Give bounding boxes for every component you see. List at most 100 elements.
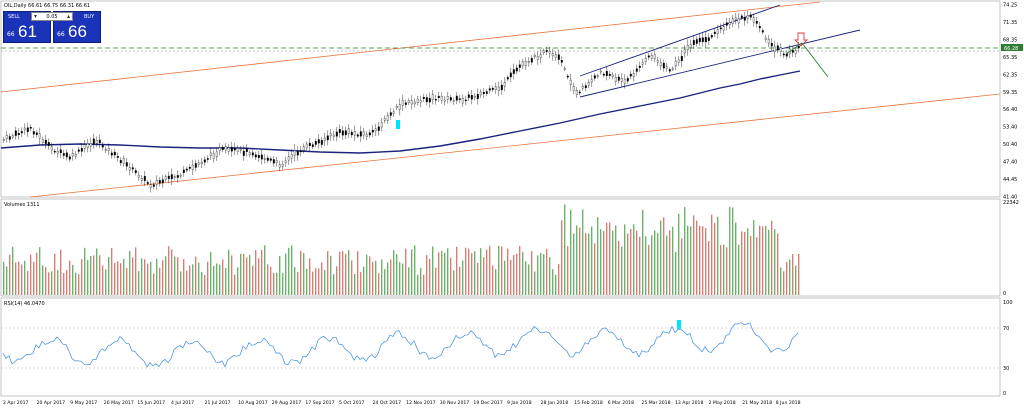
- candle-body: [476, 94, 479, 100]
- rsi-panel[interactable]: [0, 297, 1001, 397]
- candlestick-series[interactable]: [2, 10, 800, 193]
- candle-body: [422, 96, 425, 99]
- candle-body: [386, 115, 389, 121]
- candle-body: [296, 151, 299, 156]
- candle-body: [131, 167, 134, 170]
- candle-body: [770, 42, 773, 47]
- candle-body: [308, 142, 311, 146]
- candle-body: [44, 139, 47, 144]
- candle-body: [353, 131, 356, 136]
- candle-body: [407, 100, 410, 104]
- price-panel[interactable]: [0, 0, 1001, 198]
- candle-body: [329, 133, 332, 137]
- rsi-axis: 100 70 30 0: [1003, 300, 1013, 397]
- candle-body: [368, 132, 371, 136]
- price-axis-label: 62.35: [1003, 72, 1017, 78]
- candle-body: [374, 128, 377, 132]
- candle-body: [515, 67, 518, 72]
- rsi-line[interactable]: [2, 322, 799, 368]
- volume-panel[interactable]: [0, 198, 1001, 297]
- current-price-text: 66.28: [1004, 46, 1018, 52]
- candle-body: [80, 148, 83, 152]
- candle-body: [59, 149, 62, 154]
- candle-body: [224, 146, 227, 151]
- volume-bars[interactable]: [3, 204, 800, 295]
- candle-body: [125, 162, 128, 167]
- candle-body: [734, 17, 737, 21]
- candle-body: [32, 131, 35, 135]
- sell-button[interactable]: SELL 66 61: [3, 11, 51, 43]
- candle-body: [662, 62, 665, 69]
- candle-body: [605, 71, 608, 76]
- candle-body: [38, 133, 41, 139]
- candle-body: [362, 131, 365, 136]
- candle-body: [263, 158, 266, 160]
- price-axis-label: 53.40: [1003, 125, 1017, 131]
- projection-line[interactable]: [785, 42, 829, 78]
- candle-body: [389, 112, 392, 116]
- candle-body: [245, 148, 248, 152]
- lot-size-value: 0.05: [46, 14, 58, 20]
- candle-body: [671, 67, 674, 70]
- lot-size-input[interactable]: ▾ 0.05 ▴: [31, 12, 73, 21]
- candle-body: [689, 44, 692, 48]
- candle-body: [551, 53, 554, 57]
- candle-body: [260, 154, 263, 160]
- inner-channel-upper[interactable]: [579, 4, 781, 77]
- candle-body: [311, 144, 314, 147]
- rsi-title: RSI(14) 46.0470: [4, 301, 45, 307]
- candle-body: [11, 135, 14, 138]
- candle-body: [284, 160, 287, 163]
- lot-increase-icon[interactable]: ▴: [66, 13, 70, 20]
- outer-channel-lower[interactable]: [29, 93, 1001, 198]
- buy-price-small: 66: [57, 31, 65, 38]
- signal-marker-rsi[interactable]: [677, 320, 681, 329]
- current-price-tag: [1001, 44, 1023, 51]
- candle-body: [110, 152, 113, 156]
- candle-body: [149, 184, 152, 188]
- candle-body: [371, 129, 374, 133]
- candle-body: [74, 154, 77, 157]
- date-axis-label: 13 Apr 2018: [675, 400, 703, 406]
- candle-body: [254, 154, 257, 158]
- candle-body: [122, 158, 125, 164]
- candle-body: [635, 68, 638, 72]
- price-axis-label: 56.40: [1003, 107, 1017, 113]
- candle-body: [380, 122, 383, 128]
- candle-body: [92, 138, 95, 144]
- outer-channel-upper[interactable]: [0, 1, 821, 93]
- date-axis-label: 21 May 2018: [742, 400, 772, 406]
- signal-marker-price[interactable]: [396, 120, 400, 129]
- candle-body: [623, 79, 626, 84]
- candle-body: [599, 70, 602, 73]
- candle-body: [227, 147, 230, 152]
- candle-body: [332, 134, 335, 137]
- candle-body: [65, 152, 68, 158]
- candle-body: [512, 69, 515, 74]
- candle-body: [776, 45, 779, 51]
- candle-body: [494, 86, 497, 90]
- candle-body: [596, 75, 599, 78]
- volume-axis-label: 0: [1003, 291, 1006, 297]
- candle-body: [326, 135, 329, 141]
- candle-body: [185, 168, 188, 171]
- lot-decrease-icon[interactable]: ▾: [33, 13, 37, 20]
- red-down-arrow-icon[interactable]: [793, 32, 809, 47]
- candle-body: [461, 98, 464, 104]
- candle-body: [116, 156, 119, 158]
- candle-body: [377, 126, 380, 131]
- rsi-axis-label: 0: [1003, 391, 1006, 397]
- candle-body: [194, 163, 197, 168]
- moving-average-line[interactable]: [0, 70, 801, 154]
- candle-body: [749, 14, 752, 18]
- candle-body: [257, 155, 260, 158]
- candle-body: [50, 146, 53, 151]
- candle-body: [737, 18, 740, 24]
- candle-body: [755, 21, 758, 24]
- candle-body: [653, 54, 656, 59]
- candle-body: [137, 174, 140, 178]
- candle-body: [314, 141, 317, 145]
- candle-body: [455, 95, 458, 101]
- inner-channel-lower[interactable]: [579, 29, 861, 98]
